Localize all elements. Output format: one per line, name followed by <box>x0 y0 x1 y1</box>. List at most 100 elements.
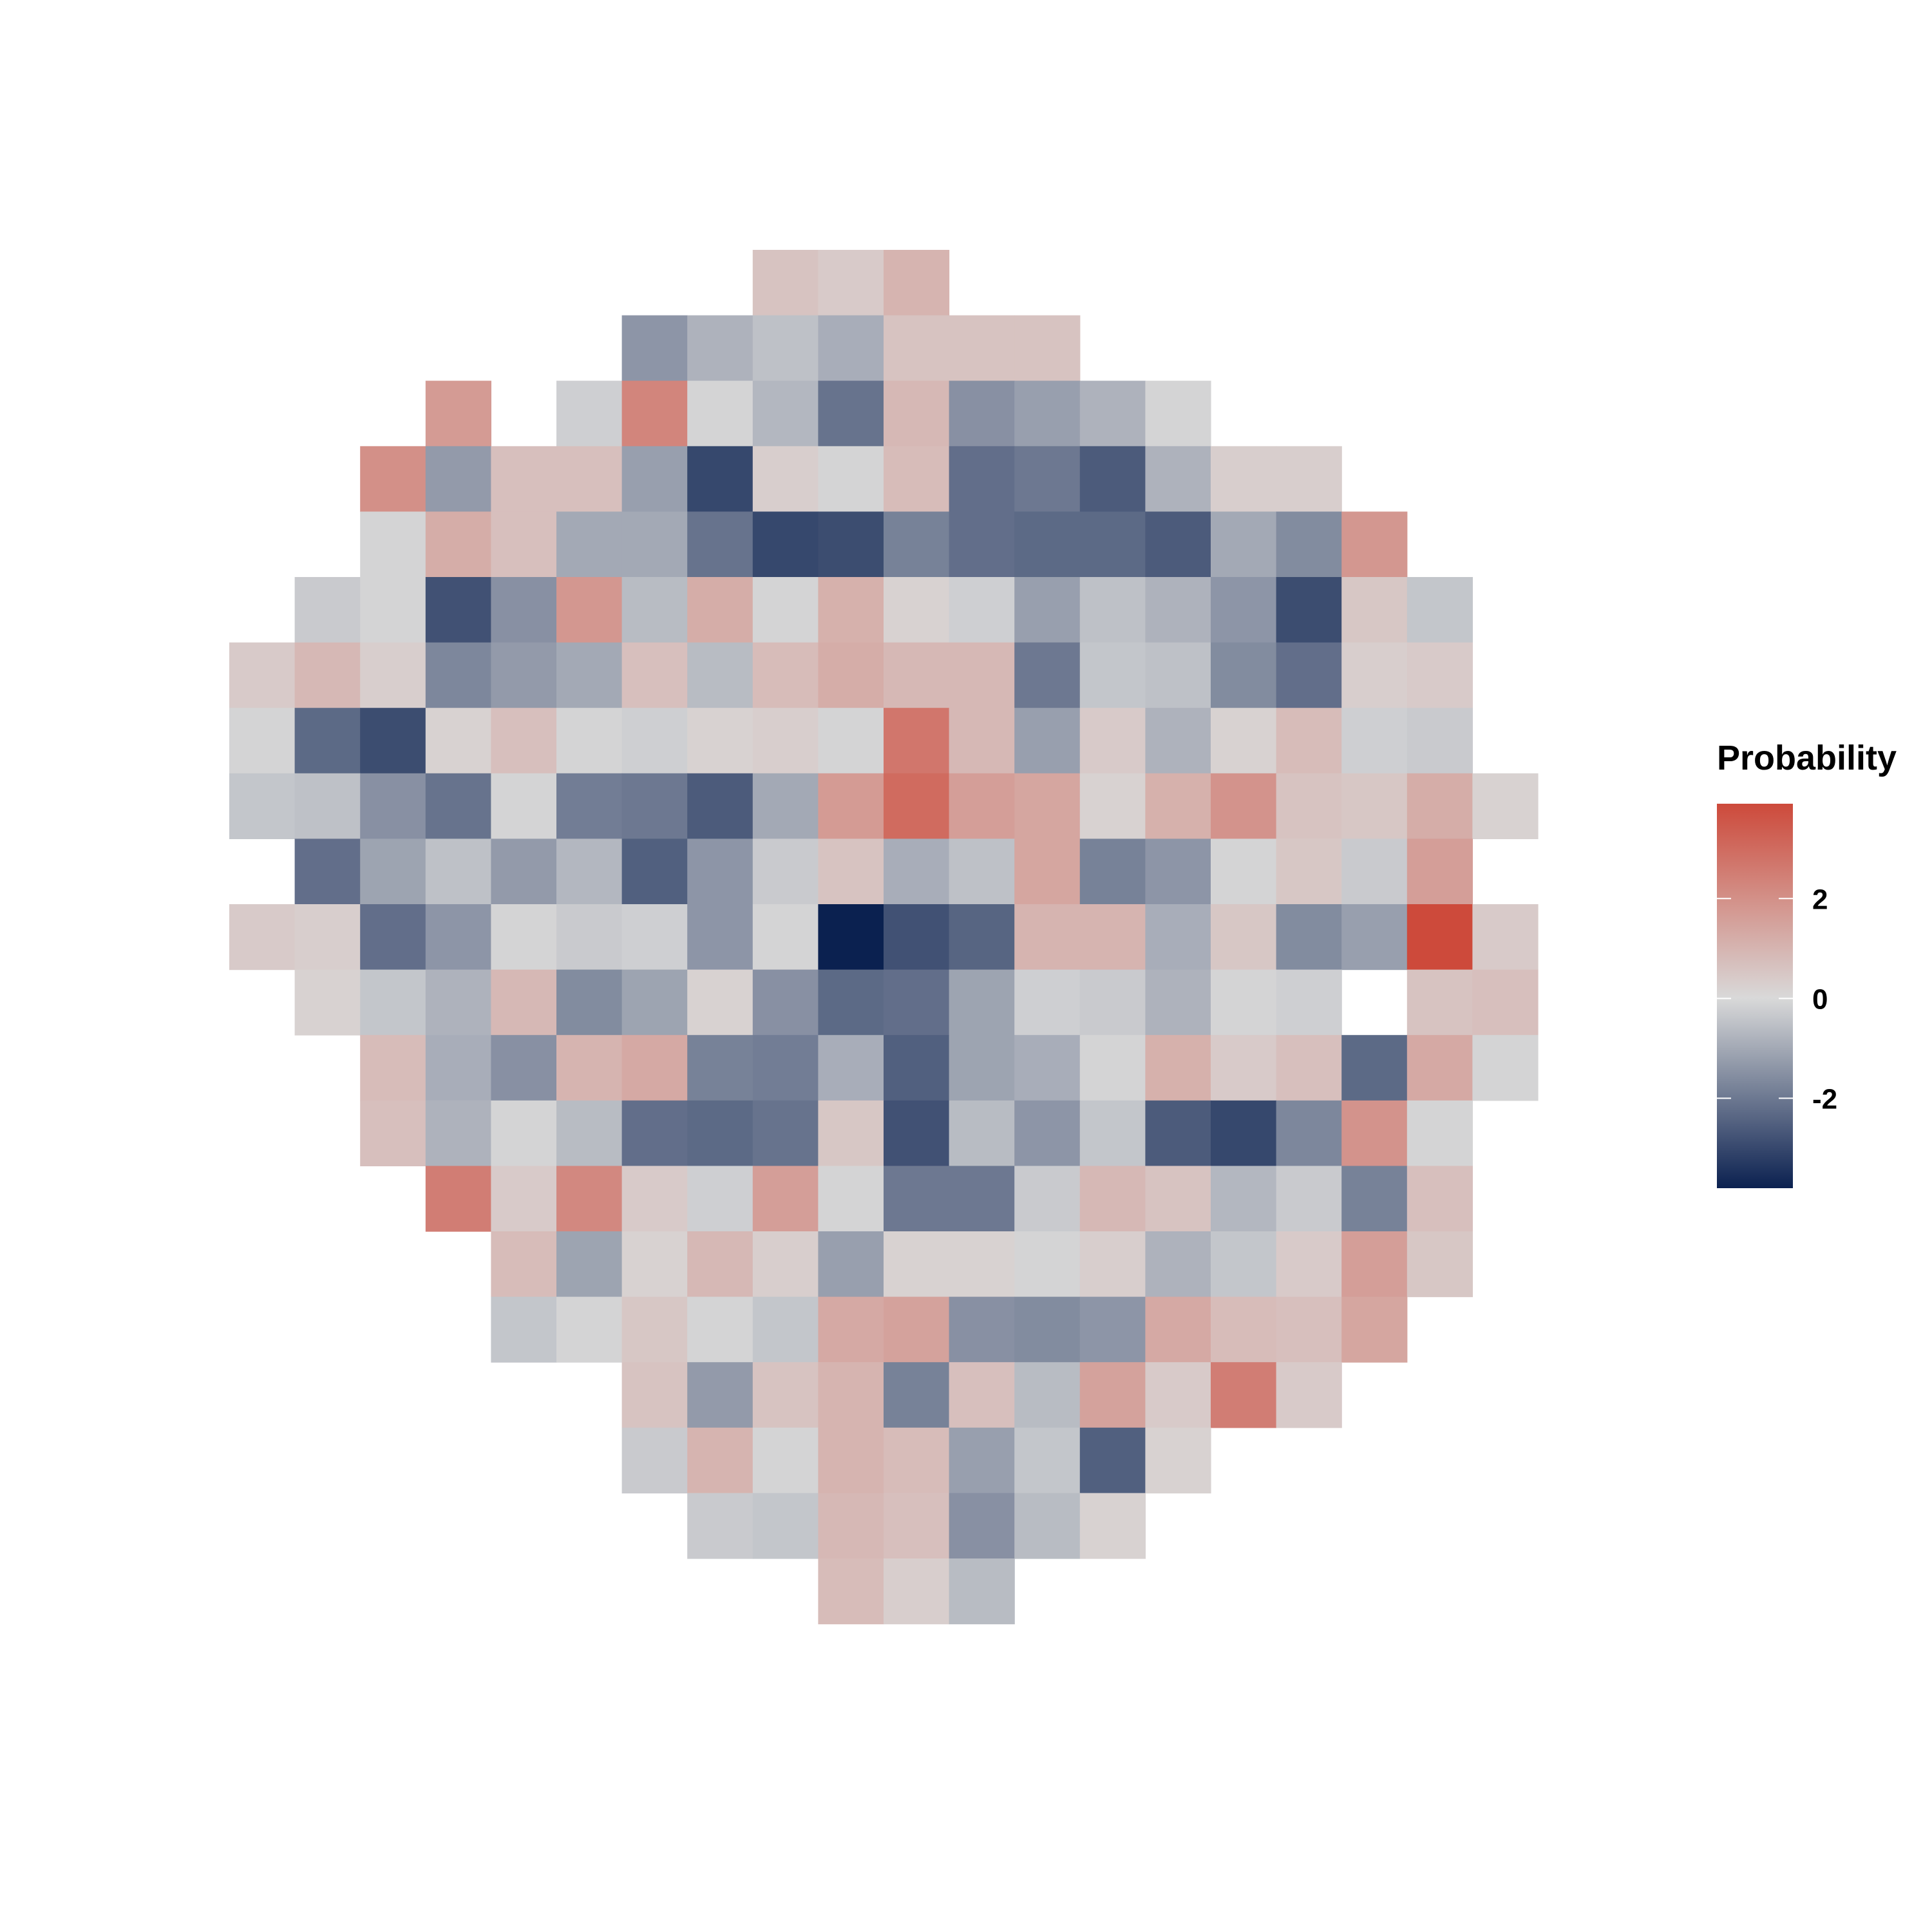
heatmap-cell <box>1145 1035 1211 1101</box>
heatmap-cell <box>949 1166 1015 1232</box>
heatmap-cell <box>425 1100 491 1166</box>
heatmap-cell <box>1211 642 1277 708</box>
heatmap-cell <box>1145 446 1211 512</box>
heatmap-cell <box>949 1493 1015 1559</box>
heatmap-cell <box>884 577 950 643</box>
heatmap-cell <box>884 773 950 839</box>
heatmap-cell <box>360 708 426 774</box>
heatmap-cell <box>752 381 819 447</box>
heatmap-cell <box>884 1493 950 1559</box>
heatmap-cell <box>752 250 819 316</box>
heatmap-cell <box>425 904 491 971</box>
heatmap-cell <box>1341 1296 1408 1363</box>
heatmap-cell <box>1079 1493 1146 1559</box>
heatmap-cell <box>752 969 819 1036</box>
heatmap-cell <box>1341 904 1408 971</box>
heatmap-cell <box>949 642 1015 708</box>
heatmap-cell <box>360 511 426 578</box>
heatmap-cell <box>752 1100 819 1166</box>
heatmap-cell <box>556 904 623 971</box>
heatmap-cell <box>556 708 623 774</box>
heatmap-cell <box>1211 904 1277 971</box>
heatmap-cell <box>1014 838 1081 905</box>
heatmap-cell <box>818 1427 884 1493</box>
heatmap-cell <box>1211 1296 1277 1363</box>
heatmap-cell <box>1406 577 1473 643</box>
heatmap-cell <box>818 315 884 381</box>
heatmap-cell <box>752 1231 819 1298</box>
heatmap-cell <box>1211 1166 1277 1232</box>
heatmap-cell <box>1014 577 1081 643</box>
heatmap-cell <box>752 1035 819 1101</box>
heatmap-cell <box>1079 1296 1146 1363</box>
heatmap-cell <box>884 250 950 316</box>
heatmap-cell <box>294 904 361 971</box>
heatmap-cell <box>1079 577 1146 643</box>
heatmap-cell <box>818 1296 884 1363</box>
heatmap-cell <box>294 969 361 1036</box>
heatmap-cell <box>752 708 819 774</box>
heatmap-cell <box>1014 1362 1081 1428</box>
heatmap-cell <box>1079 838 1146 905</box>
heatmap-cell <box>1211 1035 1277 1101</box>
heatmap-cell <box>1276 446 1342 512</box>
heatmap-cell <box>1079 381 1146 447</box>
heatmap-cell <box>621 1035 688 1101</box>
heatmap-cell <box>1276 1035 1342 1101</box>
heatmap-cell <box>425 577 491 643</box>
heatmap-cell <box>1406 969 1473 1036</box>
heatmap-cell <box>1276 1362 1342 1428</box>
heatmap-cell <box>687 1035 753 1101</box>
heatmap-cell <box>752 511 819 578</box>
heatmap-cell <box>1341 511 1408 578</box>
heatmap-cell <box>1211 1100 1277 1166</box>
heatmap-cell <box>491 1100 557 1166</box>
heatmap-cell <box>884 1100 950 1166</box>
heatmap-cell <box>818 708 884 774</box>
heatmap-cell <box>1276 577 1342 643</box>
heatmap-cell <box>687 1362 753 1428</box>
heatmap-cell <box>425 1035 491 1101</box>
heatmap-cell <box>1014 1296 1081 1363</box>
heatmap-cell <box>687 642 753 708</box>
heatmap-cell <box>556 642 623 708</box>
legend-color-bar <box>1717 804 1793 1188</box>
heatmap-cell <box>1014 1231 1081 1298</box>
color-legend: Probability 2 0 -2 <box>1717 739 1897 1188</box>
heatmap-cell <box>1145 1100 1211 1166</box>
heatmap-cell <box>1145 381 1211 447</box>
heatmap-cell <box>1145 969 1211 1036</box>
heatmap-cell <box>1406 708 1473 774</box>
heatmap-cell <box>1472 1035 1539 1101</box>
heatmap-cell <box>621 642 688 708</box>
heatmap-cell <box>884 446 950 512</box>
heatmap-cell <box>1014 381 1081 447</box>
heatmap-cell <box>1079 773 1146 839</box>
heatmap-cell <box>360 577 426 643</box>
heatmap-cell <box>1406 1231 1473 1298</box>
heatmap-cell <box>621 1231 688 1298</box>
heatmap-cell <box>752 642 819 708</box>
heatmap-cell <box>949 315 1015 381</box>
heatmap-cell <box>818 838 884 905</box>
heatmap-cell <box>752 1427 819 1493</box>
heatmap-cell <box>1145 773 1211 839</box>
heatmap-cell <box>818 1493 884 1559</box>
heatmap-cell <box>1211 1231 1277 1298</box>
heatmap-cell <box>1079 446 1146 512</box>
legend-title: Probability <box>1717 739 1897 777</box>
heatmap-cell <box>949 1100 1015 1166</box>
heatmap-cell <box>1079 1427 1146 1493</box>
heatmap-cell <box>1079 969 1146 1036</box>
heatmap-cell <box>229 708 296 774</box>
heatmap-cell <box>949 1362 1015 1428</box>
heatmap-cell <box>1014 1427 1081 1493</box>
heatmap-cell <box>491 446 557 512</box>
heatmap-cell <box>1014 708 1081 774</box>
heatmap-cell <box>294 642 361 708</box>
heatmap-cell <box>621 838 688 905</box>
heatmap-cell <box>556 1296 623 1363</box>
heatmap-cell <box>425 1166 491 1232</box>
heatmap-cell <box>1145 838 1211 905</box>
heatmap-cell <box>621 577 688 643</box>
